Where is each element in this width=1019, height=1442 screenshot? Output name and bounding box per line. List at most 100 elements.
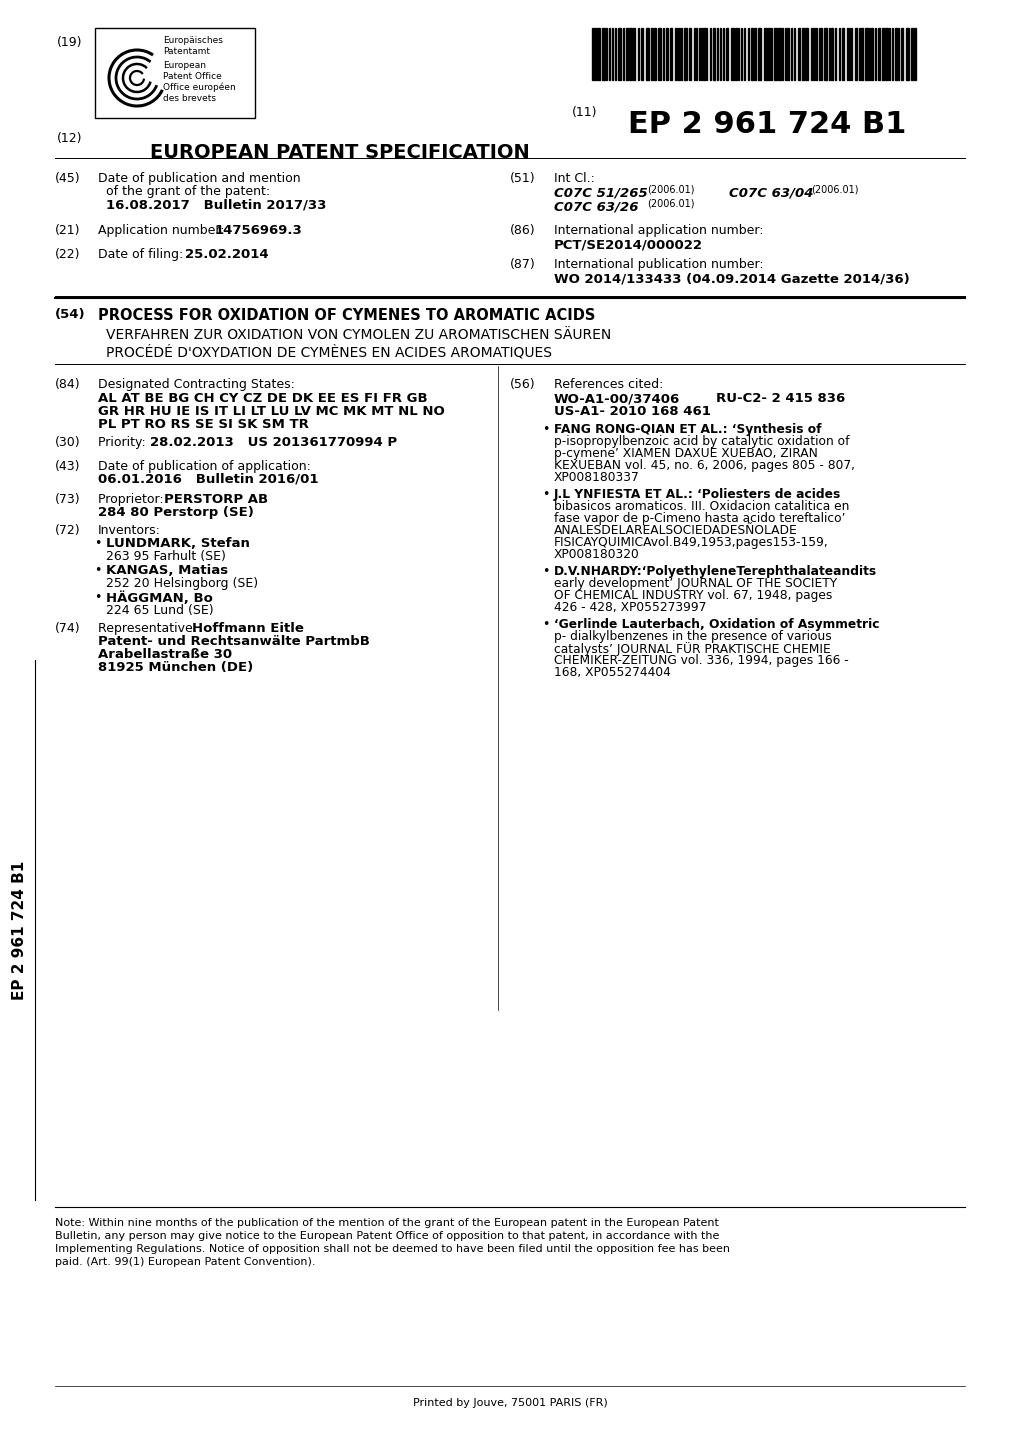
Text: (2006.01): (2006.01) xyxy=(646,185,694,195)
Text: 252 20 Helsingborg (SE): 252 20 Helsingborg (SE) xyxy=(106,577,258,590)
Text: EP 2 961 724 B1: EP 2 961 724 B1 xyxy=(12,861,28,999)
Bar xyxy=(684,27,687,79)
Bar xyxy=(750,27,752,79)
Text: PERSTORP AB: PERSTORP AB xyxy=(164,493,268,506)
Text: Proprietor:: Proprietor: xyxy=(98,493,167,506)
Bar xyxy=(626,27,628,79)
Text: (30): (30) xyxy=(55,435,81,448)
Bar xyxy=(812,27,814,79)
Bar xyxy=(618,27,621,79)
Text: early development’ JOURNAL OF THE SOCIETY: early development’ JOURNAL OF THE SOCIET… xyxy=(553,577,837,590)
Text: KEXUEBAN vol. 45, no. 6, 2006, pages 805 - 807,: KEXUEBAN vol. 45, no. 6, 2006, pages 805… xyxy=(553,459,854,472)
Text: C07C 51/265: C07C 51/265 xyxy=(553,186,647,199)
Bar xyxy=(763,27,766,79)
Text: HÄGGMAN, Bo: HÄGGMAN, Bo xyxy=(106,591,213,604)
Bar xyxy=(864,27,867,79)
Text: p-cymene’ XIAMEN DAXUE XUEBAO, ZIRAN: p-cymene’ XIAMEN DAXUE XUEBAO, ZIRAN xyxy=(553,447,817,460)
Bar xyxy=(640,27,642,79)
Text: US-A1- 2010 168 461: US-A1- 2010 168 461 xyxy=(553,405,710,418)
Text: Note: Within nine months of the publication of the mention of the grant of the E: Note: Within nine months of the publicat… xyxy=(55,1218,718,1229)
Text: paid. (Art. 99(1) European Patent Convention).: paid. (Art. 99(1) European Patent Conven… xyxy=(55,1257,315,1268)
Text: CHEMIKER-ZEITUNG vol. 336, 1994, pages 166 -: CHEMIKER-ZEITUNG vol. 336, 1994, pages 1… xyxy=(553,655,848,668)
Text: 06.01.2016   Bulletin 2016/01: 06.01.2016 Bulletin 2016/01 xyxy=(98,473,318,486)
Text: PCT/SE2014/000022: PCT/SE2014/000022 xyxy=(553,238,702,251)
Text: 224 65 Lund (SE): 224 65 Lund (SE) xyxy=(106,604,213,617)
Bar xyxy=(881,27,883,79)
Text: •: • xyxy=(94,591,101,604)
Bar xyxy=(854,27,856,79)
Bar xyxy=(801,27,803,79)
Text: (45): (45) xyxy=(55,172,81,185)
Text: Inventors:: Inventors: xyxy=(98,523,161,536)
Text: (19): (19) xyxy=(57,36,83,49)
Text: AL AT BE BG CH CY CZ DE DK EE ES FI FR GB: AL AT BE BG CH CY CZ DE DK EE ES FI FR G… xyxy=(98,392,427,405)
Text: bibasicos aromaticos. III. Oxidacion catalitica en: bibasicos aromaticos. III. Oxidacion cat… xyxy=(553,500,849,513)
Bar xyxy=(731,27,734,79)
Text: WO-A1-00/37406: WO-A1-00/37406 xyxy=(553,392,680,405)
Text: European: European xyxy=(163,61,206,71)
Bar xyxy=(735,27,737,79)
Text: (86): (86) xyxy=(510,224,535,236)
Text: 263 95 Farhult (SE): 263 95 Farhult (SE) xyxy=(106,549,225,562)
Bar xyxy=(777,27,781,79)
Bar xyxy=(629,27,632,79)
Text: ‘Gerlinde Lauterbach, Oxidation of Asymmetric: ‘Gerlinde Lauterbach, Oxidation of Asymm… xyxy=(553,619,878,632)
Text: PROCÉDÉ D'OXYDATION DE CYMÈNES EN ACIDES AROMATIQUES: PROCÉDÉ D'OXYDATION DE CYMÈNES EN ACIDES… xyxy=(106,345,551,359)
Text: PROCESS FOR OXIDATION OF CYMENES TO AROMATIC ACIDS: PROCESS FOR OXIDATION OF CYMENES TO AROM… xyxy=(98,309,595,323)
Bar xyxy=(787,27,789,79)
Bar xyxy=(753,27,755,79)
Text: •: • xyxy=(94,536,101,549)
Text: Arabellastraße 30: Arabellastraße 30 xyxy=(98,647,232,660)
Text: FISICAYQUIMICAvol.B49,1953,pages153-159,: FISICAYQUIMICAvol.B49,1953,pages153-159, xyxy=(553,536,828,549)
Text: (51): (51) xyxy=(510,172,535,185)
Text: (43): (43) xyxy=(55,460,81,473)
Bar xyxy=(688,27,690,79)
Text: Int Cl.:: Int Cl.: xyxy=(553,172,594,185)
Text: WO 2014/133433 (04.09.2014 Gazette 2014/36): WO 2014/133433 (04.09.2014 Gazette 2014/… xyxy=(553,273,909,286)
Bar xyxy=(804,27,807,79)
Text: Date of publication of application:: Date of publication of application: xyxy=(98,460,311,473)
Text: 284 80 Perstorp (SE): 284 80 Perstorp (SE) xyxy=(98,506,254,519)
Text: (2006.01): (2006.01) xyxy=(810,185,858,195)
Text: 81925 München (DE): 81925 München (DE) xyxy=(98,660,253,673)
Text: 426 - 428, XP055273997: 426 - 428, XP055273997 xyxy=(553,601,706,614)
Bar xyxy=(95,27,255,118)
Text: XP008180320: XP008180320 xyxy=(553,548,639,561)
Text: (54): (54) xyxy=(55,309,86,322)
Text: Office européen: Office européen xyxy=(163,84,235,92)
Text: Patent- und Rechtsanwälte PartmbB: Patent- und Rechtsanwälte PartmbB xyxy=(98,634,370,647)
Bar xyxy=(669,27,672,79)
Text: •: • xyxy=(94,564,101,577)
Text: Application number:: Application number: xyxy=(98,224,228,236)
Text: FANG RONG-QIAN ET AL.: ‘Synthesis of: FANG RONG-QIAN ET AL.: ‘Synthesis of xyxy=(553,423,820,435)
Text: C07C 63/26: C07C 63/26 xyxy=(553,200,638,213)
Text: p- dialkylbenzenes in the presence of various: p- dialkylbenzenes in the presence of va… xyxy=(553,630,830,643)
Bar xyxy=(884,27,888,79)
Text: (72): (72) xyxy=(55,523,81,536)
Bar xyxy=(910,27,912,79)
Text: PL PT RO RS SE SI SK SM TR: PL PT RO RS SE SI SK SM TR xyxy=(98,418,309,431)
Bar xyxy=(657,27,660,79)
Text: •: • xyxy=(541,423,549,435)
Text: 28.02.2013   US 201361770994 P: 28.02.2013 US 201361770994 P xyxy=(150,435,396,448)
Text: •: • xyxy=(541,565,549,578)
Text: (2006.01): (2006.01) xyxy=(646,198,694,208)
Bar xyxy=(870,27,872,79)
Text: KANGAS, Matias: KANGAS, Matias xyxy=(106,564,228,577)
Text: Hoffmann Eitle: Hoffmann Eitle xyxy=(192,622,304,634)
Text: EUROPEAN PATENT SPECIFICATION: EUROPEAN PATENT SPECIFICATION xyxy=(150,143,529,162)
Text: catalysts’ JOURNAL FÜR PRAKTISCHE CHEMIE: catalysts’ JOURNAL FÜR PRAKTISCHE CHEMIE xyxy=(553,642,829,656)
Bar xyxy=(894,27,896,79)
Text: 14756969.3: 14756969.3 xyxy=(215,224,303,236)
Text: (12): (12) xyxy=(57,133,83,146)
Text: (73): (73) xyxy=(55,493,81,506)
Text: Bulletin, any person may give notice to the European Patent Office of opposition: Bulletin, any person may give notice to … xyxy=(55,1231,718,1242)
Text: XP008180337: XP008180337 xyxy=(553,472,639,485)
Text: •: • xyxy=(541,619,549,632)
Text: des brevets: des brevets xyxy=(163,94,216,102)
Text: Date of filing:: Date of filing: xyxy=(98,248,187,261)
Text: (11): (11) xyxy=(572,107,597,120)
Text: D.V.NHARDY:‘PolyethyleneTerephthalateandits: D.V.NHARDY:‘PolyethyleneTerephthalateand… xyxy=(553,565,876,578)
Text: ANALESDELAREALSOCIEDADESÑOLADE: ANALESDELAREALSOCIEDADESÑOLADE xyxy=(553,523,797,536)
Text: Patent Office: Patent Office xyxy=(163,72,221,81)
